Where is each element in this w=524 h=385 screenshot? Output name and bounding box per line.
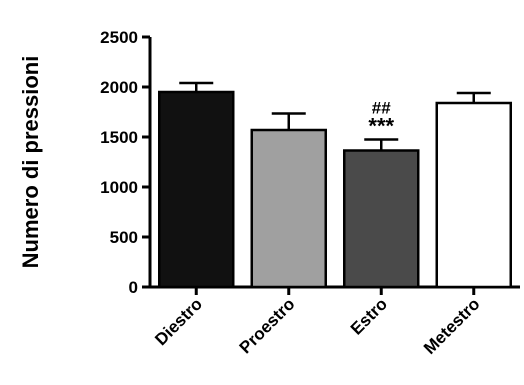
y-ticks: 0 500 1000 1500 2000 2500 <box>100 28 150 297</box>
y-tick-label: 1000 <box>100 178 138 197</box>
y-tick-label: 1500 <box>100 128 138 147</box>
x-ticks: Diestro Proestro Estro Metestro <box>151 287 484 358</box>
x-tick-label: Metestro <box>420 294 484 358</box>
y-tick-label: 2000 <box>100 78 138 97</box>
x-tick-label: Proestro <box>236 294 299 357</box>
y-tick-label: 500 <box>110 228 138 247</box>
bars <box>158 81 512 289</box>
bar <box>343 149 420 289</box>
bar <box>250 128 327 289</box>
y-axis-title: Numero di pressioni <box>18 56 43 269</box>
annotations: ##*** <box>368 99 394 139</box>
bar <box>435 101 512 289</box>
x-tick-label: Diestro <box>151 294 206 349</box>
y-tick-label: 0 <box>129 278 138 297</box>
y-tick-label: 2500 <box>100 28 138 47</box>
x-tick-label: Estro <box>347 294 391 338</box>
bar <box>158 90 235 289</box>
significance-marker: ## <box>372 99 391 118</box>
significance-marker: *** <box>368 114 394 139</box>
